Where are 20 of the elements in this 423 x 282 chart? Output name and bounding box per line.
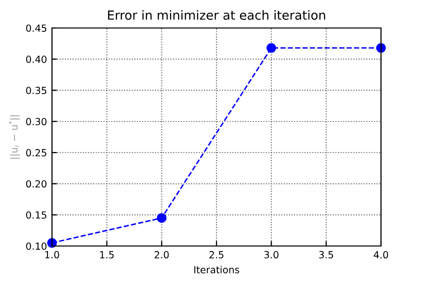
chart-title: Error in minimizer at each iteration (108, 10, 326, 20)
point (266, 43, 276, 53)
x-tick-label: 3.0 (264, 251, 278, 258)
x-tick-label: 1.0 (45, 251, 60, 258)
point (156, 213, 167, 223)
y-tick-label: 0.35 (26, 86, 46, 94)
y-tick-label: 0.30 (26, 118, 46, 126)
y-tick-label: 0.10 (26, 242, 46, 250)
x-tick-label: 1.5 (100, 251, 114, 258)
y-axis-title: ||u$_{i}$ − u$^{*}$|| (8, 115, 20, 159)
x-tick-label: 3.5 (319, 251, 334, 258)
y-tick-label: 0.45 (26, 24, 46, 32)
x-tick-label: 2.0 (154, 251, 169, 258)
x-tick-label: 2.5 (209, 251, 224, 258)
y-tick-label: 0.15 (26, 211, 46, 219)
x-tick-label: 4.0 (374, 251, 388, 258)
y-tick-label: 0.25 (26, 149, 46, 156)
x-axis-title: Iterations (194, 266, 240, 274)
y-tick-label: 0.20 (26, 180, 46, 188)
y-tick-label: 0.40 (26, 56, 46, 63)
